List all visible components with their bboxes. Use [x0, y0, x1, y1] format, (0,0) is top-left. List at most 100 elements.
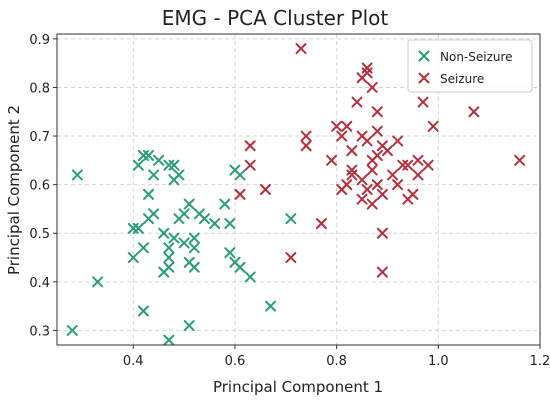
y-tick-label: 0.8 [29, 81, 50, 96]
seizure-point [407, 188, 419, 200]
non-seizure-point [168, 159, 180, 171]
marker-stroke [183, 198, 195, 210]
seizure-point [326, 154, 338, 166]
seizure-point [356, 174, 368, 186]
seizure-point [402, 159, 414, 171]
non-seizure-point [265, 300, 277, 312]
non-seizure-point [198, 213, 210, 225]
marker-stroke [224, 247, 236, 259]
non-seizure-point [148, 208, 160, 220]
marker-stroke [188, 232, 200, 244]
marker-stroke [341, 179, 353, 191]
marker-stroke [371, 106, 383, 118]
seizure-point [371, 179, 383, 191]
marker-stroke [412, 154, 424, 166]
seizure-point [285, 252, 297, 264]
marker-stroke [361, 184, 373, 195]
marker-stroke [188, 261, 200, 273]
marker-stroke [422, 159, 434, 171]
marker-stroke [392, 179, 404, 191]
marker-stroke [168, 232, 180, 244]
marker-stroke [300, 140, 312, 152]
seizure-point [376, 227, 388, 239]
marker-stroke [285, 252, 297, 264]
marker-stroke [188, 242, 200, 254]
marker-stroke [163, 242, 175, 254]
marker-stroke [336, 130, 348, 142]
seizure-point [371, 149, 383, 161]
marker-stroke [381, 145, 393, 157]
marker-stroke [137, 305, 149, 317]
marker-stroke [407, 188, 419, 200]
seizure-point [341, 120, 353, 132]
seizure-point [300, 130, 312, 142]
seizure-point [514, 154, 526, 166]
non-seizure-point [183, 198, 195, 210]
marker-stroke [418, 50, 430, 62]
seizure-point [361, 62, 373, 74]
seizure-point [259, 184, 271, 195]
y-tick-label: 0.6 [29, 179, 50, 194]
marker-stroke [376, 188, 388, 200]
marker-stroke [143, 188, 155, 200]
marker-stroke [178, 208, 190, 220]
marker-stroke [163, 334, 175, 346]
marker-stroke [132, 222, 144, 234]
non-seizure-point [188, 232, 200, 244]
y-tick-label: 0.7 [29, 130, 50, 145]
non-seizure-point [234, 169, 246, 181]
seizure-point [412, 169, 424, 181]
marker-stroke [295, 43, 307, 55]
seizure-point [356, 193, 368, 205]
non-seizure-point [127, 252, 139, 264]
non-seizure-point [148, 169, 160, 181]
non-seizure-point [143, 188, 155, 200]
marker-stroke [300, 130, 312, 142]
seizure-point [315, 218, 327, 230]
marker-stroke [137, 242, 149, 254]
non-seizure-point [132, 222, 144, 234]
marker-stroke [356, 174, 368, 186]
non-seizure-point [188, 242, 200, 254]
x-tick-label: 1.2 [530, 354, 550, 369]
seizure-point [244, 140, 256, 152]
marker-stroke [148, 169, 160, 181]
non-seizure-point [143, 149, 155, 161]
seizure-point [381, 145, 393, 157]
seizure-point [336, 130, 348, 142]
seizure-point [366, 198, 378, 210]
marker-stroke [412, 169, 424, 181]
y-tick-label: 0.5 [29, 227, 50, 242]
plot-frame [56, 33, 541, 346]
seizure-point [300, 140, 312, 152]
marker-stroke [468, 106, 480, 118]
seizure-point [331, 120, 343, 132]
marker-stroke [402, 159, 414, 171]
marker-stroke [376, 266, 388, 278]
marker-stroke [132, 159, 144, 171]
seizure-point [361, 135, 373, 147]
seizure-point [346, 145, 358, 157]
non-seizure-point [234, 261, 246, 273]
marker-stroke [371, 125, 383, 137]
marker-stroke [244, 140, 256, 152]
non-seizure-point [224, 218, 236, 230]
non-seizure-point [158, 227, 170, 239]
marker-stroke [331, 120, 343, 132]
seizure-point [427, 120, 439, 132]
legend-label-seizure: Seizure [440, 72, 484, 86]
marker-stroke [209, 218, 221, 230]
marker-stroke [158, 227, 170, 239]
marker-stroke [234, 261, 246, 273]
marker-stroke [341, 120, 353, 132]
seizure-point [417, 96, 429, 108]
marker-stroke [219, 198, 231, 210]
marker-stroke [346, 164, 358, 176]
marker-stroke [198, 213, 210, 225]
y-tick-label: 0.4 [29, 276, 50, 291]
x-tick-label: 0.6 [225, 354, 246, 369]
seizure-point [422, 159, 434, 171]
marker-stroke [92, 276, 104, 288]
non-seizure-point [183, 320, 195, 332]
seizure-point [392, 179, 404, 191]
